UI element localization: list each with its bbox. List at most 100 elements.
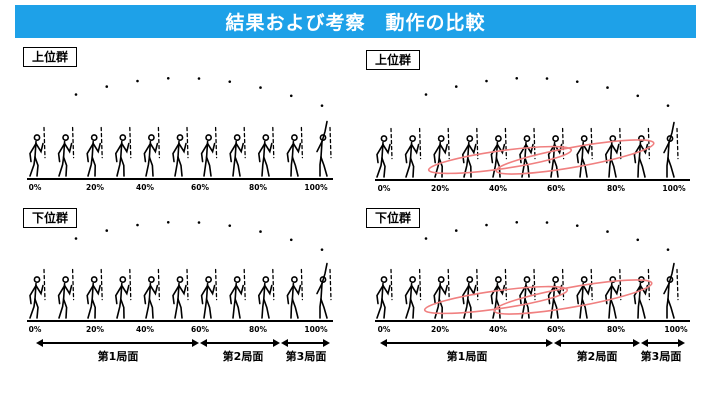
figure-leg <box>145 298 151 319</box>
figure-arm <box>86 142 94 163</box>
figure-leg <box>666 298 669 319</box>
stick-figure <box>404 268 422 319</box>
stick-figure <box>229 268 246 319</box>
figure-leg <box>91 298 97 319</box>
figure-head <box>290 134 298 141</box>
pct-label: 40% <box>136 183 154 192</box>
trajectory-dot <box>259 230 262 233</box>
stick-figure <box>114 268 132 319</box>
figure-head <box>205 276 212 283</box>
stick-figure <box>286 268 304 319</box>
figure-arm <box>547 284 556 305</box>
group-label-bottom-right: 下位群 <box>366 208 421 228</box>
pct-label: 100% <box>304 325 328 334</box>
figure-arm <box>439 284 448 296</box>
figure-arm <box>553 284 563 296</box>
trajectory-dot <box>575 224 579 227</box>
figure-arm <box>633 284 642 305</box>
figure-leg <box>381 157 386 178</box>
trajectory-dot <box>666 248 670 251</box>
figure-head <box>90 276 98 283</box>
highlight-ellipse <box>427 145 573 175</box>
bat-line <box>272 126 275 159</box>
stick-figure <box>57 126 75 177</box>
figure-leg <box>87 298 93 319</box>
figure-arm <box>663 141 670 154</box>
stick-figure <box>576 268 593 319</box>
pct-label: 100% <box>304 183 328 192</box>
bat-line <box>186 126 189 159</box>
figure-arm <box>376 143 384 164</box>
figure-head <box>523 135 531 142</box>
figure-head <box>437 276 445 283</box>
phase-arrow <box>36 339 199 347</box>
figure-leg <box>581 157 588 178</box>
figure-head <box>638 135 645 142</box>
trajectory-dot <box>136 223 139 227</box>
figure-leg <box>608 298 612 319</box>
figure-head <box>523 276 531 283</box>
figure-arm <box>316 140 323 153</box>
figure-leg <box>205 298 212 319</box>
stick-figure <box>461 127 479 178</box>
figure-leg <box>291 156 299 177</box>
bat-line <box>243 268 246 301</box>
stick-figure <box>257 268 275 319</box>
stick-figure <box>114 126 132 177</box>
stick-figure <box>433 127 450 178</box>
group-label-top-left: 上位群 <box>23 47 78 67</box>
trajectory-dot <box>515 220 519 224</box>
figure-arm <box>86 284 94 305</box>
figure-arm <box>57 142 66 163</box>
trajectory-dot <box>424 237 428 240</box>
figure-leg <box>376 157 383 178</box>
figure-arm <box>576 143 584 164</box>
figure-leg <box>116 298 122 319</box>
figure-leg <box>234 298 241 319</box>
trajectory-dot <box>320 248 324 251</box>
phase-arrow-head <box>273 339 280 347</box>
figure-leg <box>320 298 328 319</box>
trajectory-dot <box>636 238 640 242</box>
trajectory-dot <box>606 230 609 233</box>
trajectory-dot <box>74 237 78 240</box>
figure-head <box>176 276 184 283</box>
figure-leg <box>177 298 183 319</box>
figure-arm <box>468 143 477 155</box>
pct-label: 60% <box>547 325 565 334</box>
trajectory-dot <box>454 229 458 232</box>
figure-arm <box>29 284 37 305</box>
figure-arm <box>382 143 391 155</box>
title-bar: 結果および考察 動作の比較 <box>15 5 696 38</box>
figure-arm <box>286 142 295 163</box>
pct-label: 0% <box>28 325 42 334</box>
figure-leg <box>467 298 472 319</box>
figure-leg <box>638 298 646 319</box>
figure-leg <box>34 298 39 319</box>
figure-leg <box>290 298 294 319</box>
figure-arm <box>229 142 237 163</box>
pct-label: 100% <box>662 184 686 193</box>
phase-arrow-head <box>200 339 207 347</box>
stick-figure <box>433 268 450 319</box>
figure-arm <box>576 284 584 305</box>
figure-arm <box>410 284 420 296</box>
figure-leg <box>405 298 412 319</box>
stick-figure <box>86 126 103 177</box>
figure-arm <box>439 143 448 155</box>
trajectory-dot <box>636 94 640 98</box>
bat-line <box>71 268 75 301</box>
figure-arm <box>468 284 477 296</box>
figure-arm <box>604 143 613 164</box>
figure-leg <box>62 298 68 319</box>
figure-arm <box>286 284 295 305</box>
figure-arm <box>206 284 216 296</box>
figure-leg <box>232 298 236 319</box>
trajectory-dot <box>485 223 488 227</box>
bat-line <box>647 127 651 160</box>
figure-arm <box>143 142 152 163</box>
figure-arm <box>57 284 66 305</box>
trajectory-dot <box>105 229 109 232</box>
stick-figure <box>316 120 332 177</box>
figure-head <box>147 276 155 283</box>
